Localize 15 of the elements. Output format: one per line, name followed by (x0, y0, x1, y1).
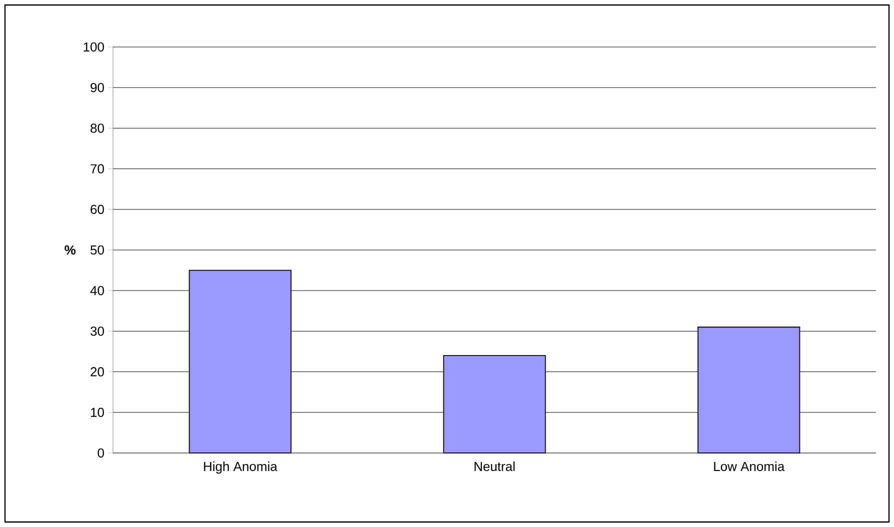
y-tick-label: 20 (90, 367, 104, 376)
y-tick-label: 90 (90, 82, 104, 92)
y-tick-label: 70 (90, 164, 104, 174)
y-axis-title: % (64, 245, 76, 255)
y-tick-label: 100 (84, 42, 104, 52)
y-tick-label: 10 (91, 408, 104, 417)
x-tick-label: Neutral (474, 462, 515, 472)
y-tick-label: 50 (90, 245, 104, 255)
x-tick-label: High Anomia (204, 462, 278, 474)
y-tick-label: 80 (90, 124, 104, 133)
y-tick-label: 40 (90, 286, 104, 296)
y-tick-label: 0 (98, 448, 104, 458)
y-tick-label: 30 (90, 326, 104, 336)
x-tick-label: Low Anomia (714, 462, 785, 472)
y-tick-label: 60 (90, 204, 104, 214)
